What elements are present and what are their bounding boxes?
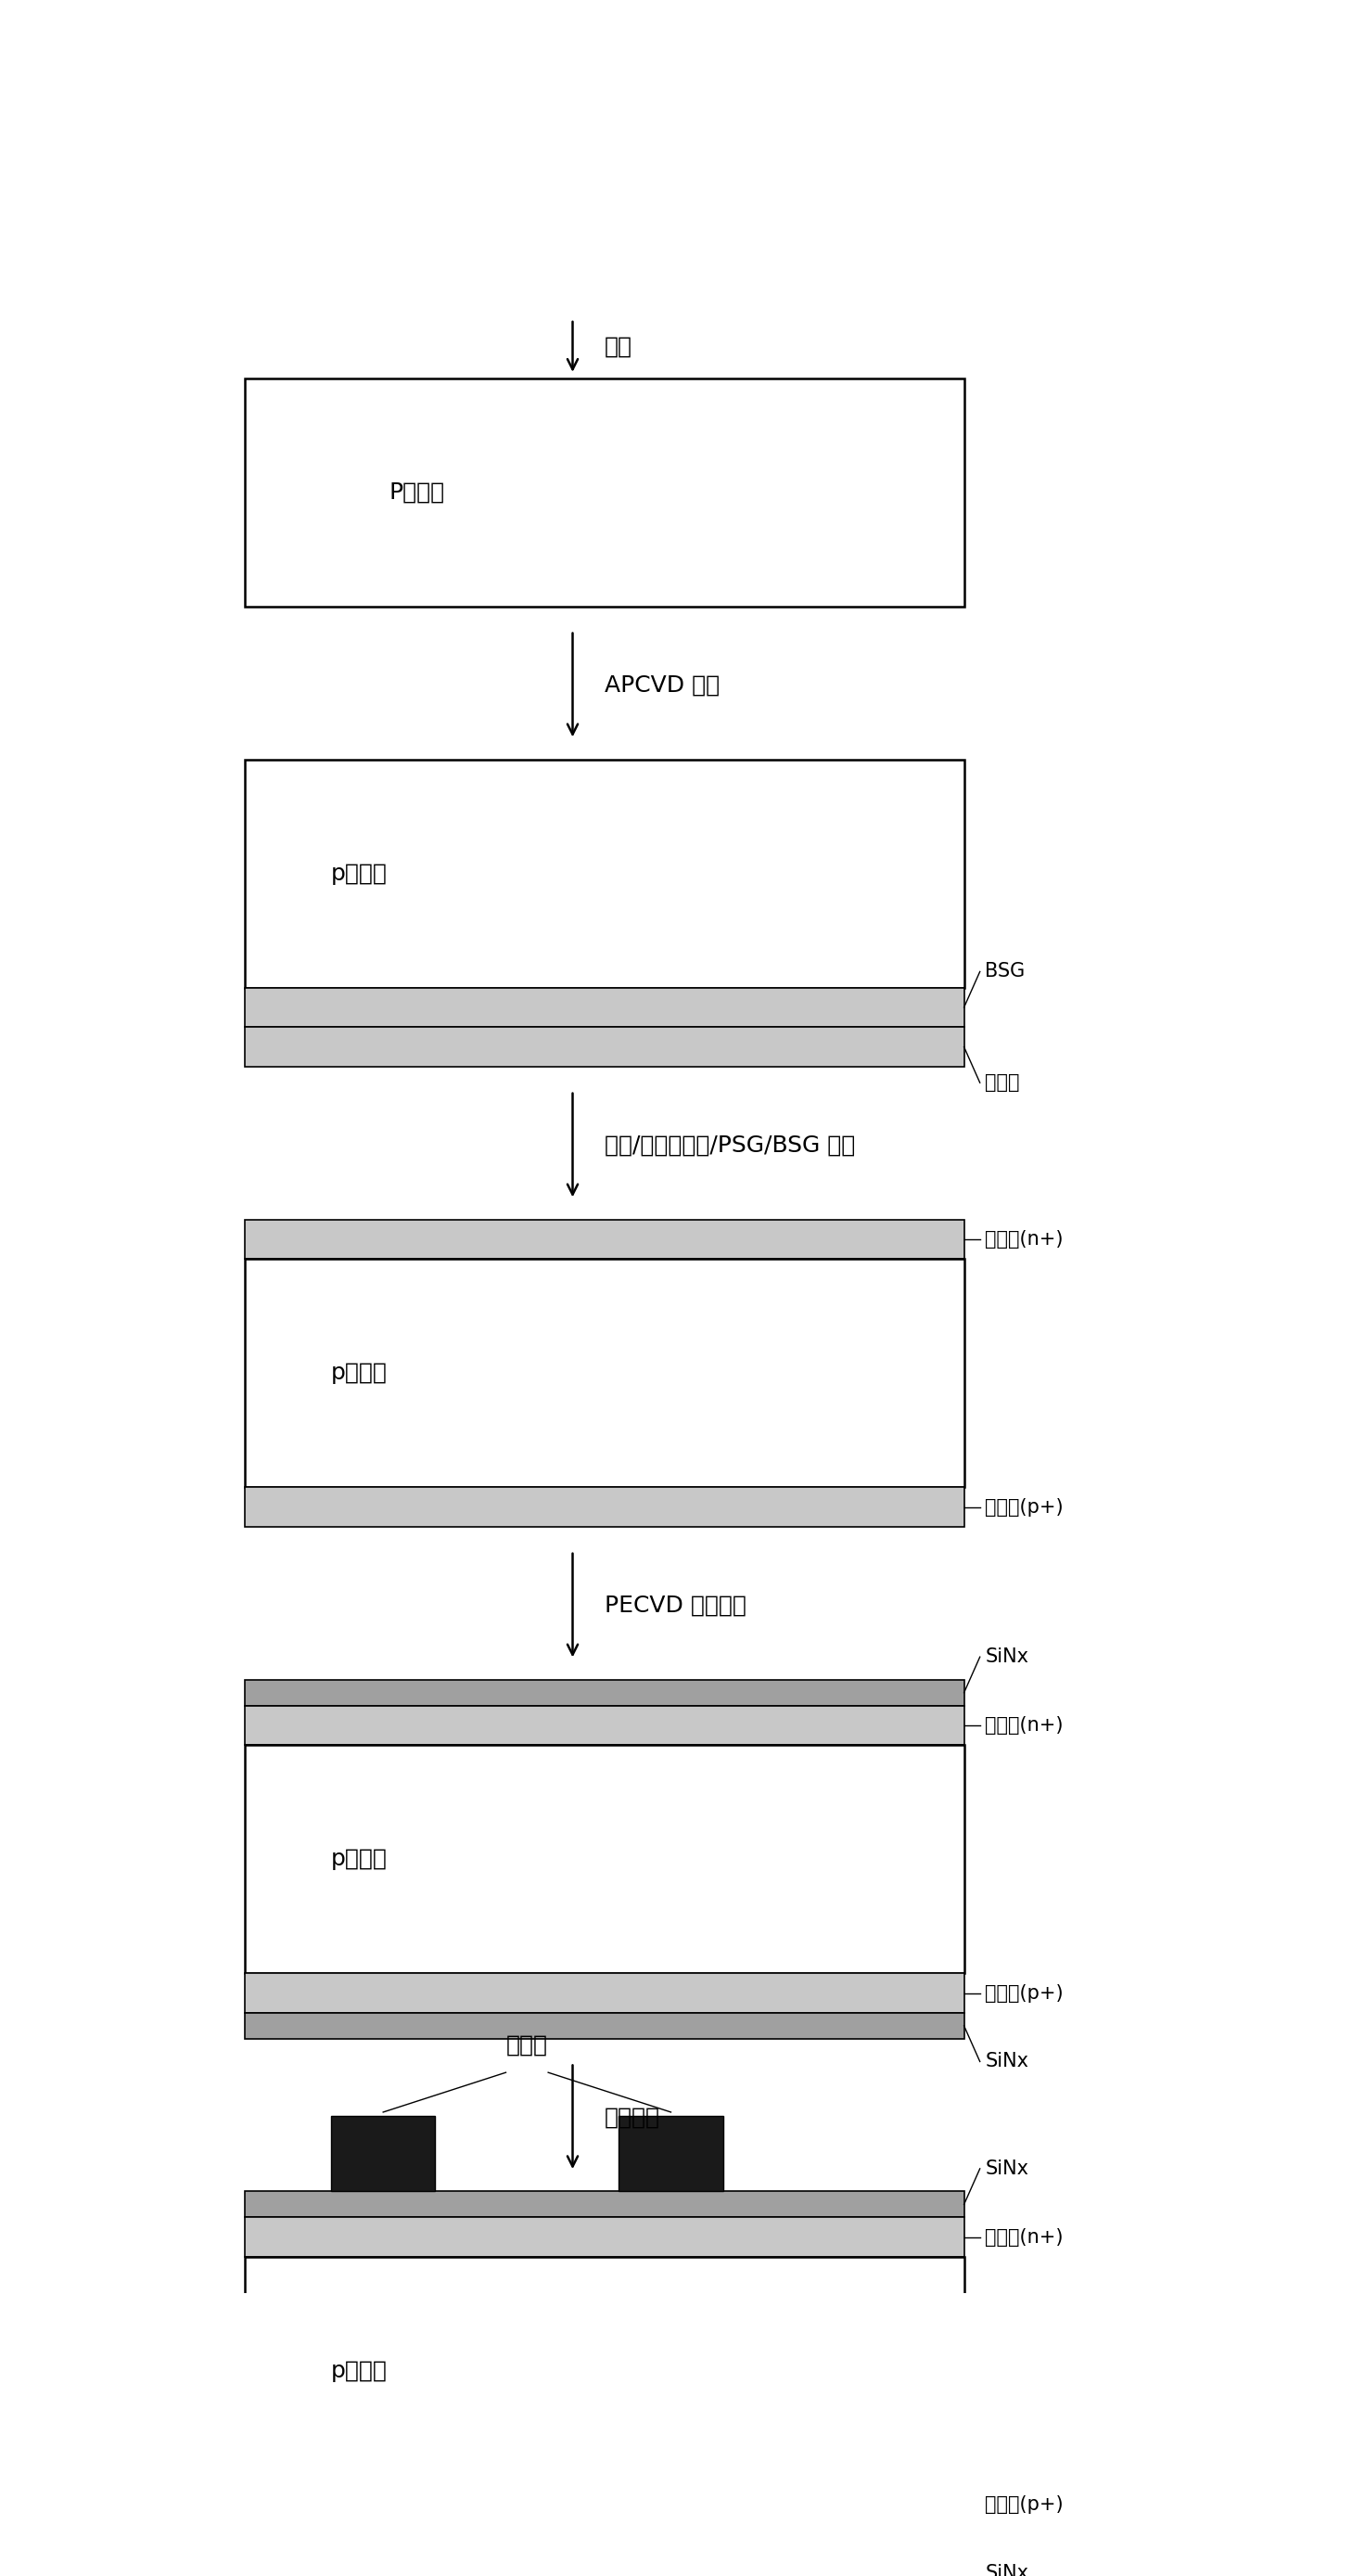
Bar xyxy=(330,2115,435,2192)
Bar xyxy=(244,987,964,1028)
Text: 磷掺杂(n+): 磷掺杂(n+) xyxy=(986,1716,1063,1734)
Text: 硼掺杂(p+): 硼掺杂(p+) xyxy=(986,2496,1063,2514)
Text: 印刷烧结: 印刷烧结 xyxy=(605,2107,661,2128)
Bar xyxy=(618,2550,723,2576)
Text: 硼掺杂(p+): 硼掺杂(p+) xyxy=(986,1984,1063,2002)
Text: 磷掺杂(n+): 磷掺杂(n+) xyxy=(986,1231,1063,1249)
Text: p型硅片: p型硅片 xyxy=(330,1847,388,1870)
Text: 硼掺杂(p+): 硼掺杂(p+) xyxy=(986,1497,1063,1517)
Text: SiNx: SiNx xyxy=(986,2563,1029,2576)
Text: APCVD 镀膜: APCVD 镀膜 xyxy=(605,675,719,696)
Text: p型硅片: p型硅片 xyxy=(330,2360,388,2383)
Bar xyxy=(244,1028,964,1066)
Text: SiNx: SiNx xyxy=(986,2053,1029,2071)
Text: P型硅片: P型硅片 xyxy=(389,482,444,505)
Bar xyxy=(244,1744,964,1973)
Bar xyxy=(244,2486,964,2524)
Text: 扩散/等离子刻蚀/PSG/BSG 清洗: 扩散/等离子刻蚀/PSG/BSG 清洗 xyxy=(605,1133,854,1157)
Text: p型硅片: p型硅片 xyxy=(330,863,388,884)
Bar xyxy=(244,1973,964,2012)
Text: p型硅片: p型硅片 xyxy=(330,1363,388,1383)
Text: BSG: BSG xyxy=(986,963,1025,981)
Bar xyxy=(244,1260,964,1486)
Bar xyxy=(330,2550,435,2576)
Bar xyxy=(244,2218,964,2257)
Bar xyxy=(244,2524,964,2550)
Text: SiNx: SiNx xyxy=(986,1649,1029,1667)
Bar xyxy=(244,760,964,987)
Bar xyxy=(244,1680,964,1705)
Bar xyxy=(244,2012,964,2038)
Bar xyxy=(244,1705,964,1744)
Bar xyxy=(244,1218,964,1260)
Bar xyxy=(244,2257,964,2486)
Text: SiNx: SiNx xyxy=(986,2159,1029,2177)
Bar xyxy=(618,2115,723,2192)
Text: PECVD 双面镀膜: PECVD 双面镀膜 xyxy=(605,1595,747,1618)
Bar xyxy=(244,379,964,605)
Bar xyxy=(244,1486,964,1528)
Text: 制绒: 制绒 xyxy=(605,335,632,358)
Text: 氧化硅: 氧化硅 xyxy=(986,1074,1020,1092)
Text: 正电极: 正电极 xyxy=(506,2035,547,2056)
Bar xyxy=(244,2192,964,2218)
Text: 磷掺杂(n+): 磷掺杂(n+) xyxy=(986,2228,1063,2246)
